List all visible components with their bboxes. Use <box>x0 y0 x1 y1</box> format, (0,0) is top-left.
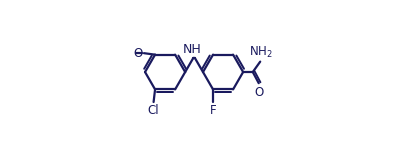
Text: NH$_2$: NH$_2$ <box>248 45 272 60</box>
Text: O: O <box>254 85 263 99</box>
Text: F: F <box>209 103 216 117</box>
Text: Cl: Cl <box>147 103 158 117</box>
Text: NH: NH <box>183 43 201 56</box>
Text: O: O <box>133 47 143 60</box>
